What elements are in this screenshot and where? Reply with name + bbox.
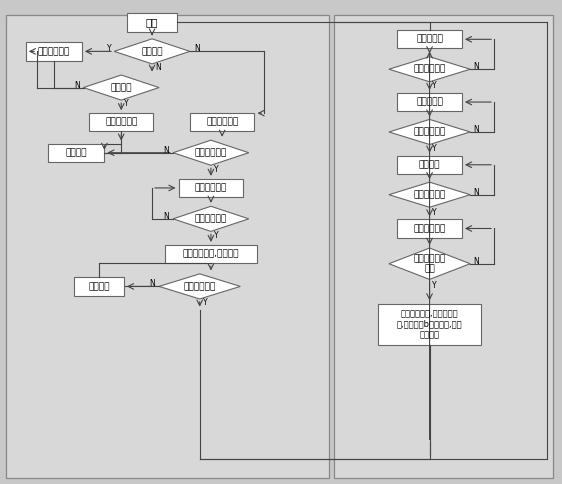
Polygon shape: [173, 206, 249, 231]
Text: 喂料到位檢測: 喂料到位檢測: [195, 148, 227, 157]
Text: N: N: [473, 188, 479, 197]
FancyBboxPatch shape: [397, 93, 462, 111]
Text: N: N: [163, 212, 169, 221]
Text: 夾具松開檢測: 夾具松開檢測: [414, 190, 446, 199]
Text: 工退到位檢測: 工退到位檢測: [414, 127, 446, 136]
Text: N: N: [194, 45, 200, 53]
Text: 夾具松開: 夾具松開: [419, 160, 440, 169]
Text: N: N: [473, 125, 479, 134]
Text: N: N: [473, 62, 479, 71]
Polygon shape: [389, 248, 470, 279]
Text: N: N: [163, 146, 169, 155]
Text: 夾具夾緊: 夾具夾緊: [88, 282, 110, 291]
FancyBboxPatch shape: [89, 113, 153, 132]
FancyBboxPatch shape: [190, 113, 255, 132]
FancyBboxPatch shape: [127, 13, 177, 31]
Polygon shape: [389, 57, 470, 82]
Text: Y: Y: [202, 298, 207, 307]
FancyBboxPatch shape: [6, 15, 329, 479]
Polygon shape: [114, 39, 190, 64]
Text: Y: Y: [107, 45, 111, 53]
FancyBboxPatch shape: [397, 156, 462, 174]
Text: 料空檢測: 料空檢測: [141, 47, 163, 56]
Polygon shape: [389, 182, 470, 207]
Text: 傳送電機停止,翻料電機動
作,翻轉機構b轉動一圈,翻料
電機停止: 傳送電機停止,翻料電機動 作,翻轉機構b轉動一圈,翻料 電機停止: [397, 309, 463, 339]
FancyBboxPatch shape: [74, 277, 124, 296]
FancyBboxPatch shape: [26, 42, 82, 60]
Text: N: N: [75, 81, 80, 90]
FancyBboxPatch shape: [179, 179, 243, 197]
FancyBboxPatch shape: [378, 303, 482, 345]
FancyBboxPatch shape: [397, 30, 462, 48]
FancyBboxPatch shape: [165, 245, 257, 263]
Text: 傳送后退到位
檢測: 傳送后退到位 檢測: [414, 254, 446, 273]
FancyBboxPatch shape: [48, 144, 105, 162]
Polygon shape: [389, 120, 470, 145]
Polygon shape: [173, 140, 249, 165]
Text: Y: Y: [432, 81, 437, 90]
Text: 喂料氣缸動作: 喂料氣缸動作: [206, 118, 238, 127]
FancyBboxPatch shape: [334, 15, 553, 479]
Polygon shape: [83, 75, 159, 100]
Text: Y: Y: [432, 281, 437, 290]
Text: 傳送電機停止,夾具夾緊: 傳送電機停止,夾具夾緊: [183, 250, 239, 258]
Text: Y: Y: [214, 165, 219, 174]
Text: Y: Y: [214, 231, 219, 240]
Text: 縮徑機工退: 縮徑機工退: [416, 98, 443, 106]
Text: N: N: [149, 279, 156, 288]
Text: 傳送電機反轉: 傳送電機反轉: [414, 224, 446, 233]
Text: N: N: [473, 257, 479, 266]
Text: 設備停止: 設備停止: [66, 148, 87, 157]
Text: Y: Y: [432, 144, 437, 153]
Text: Y: Y: [432, 208, 437, 216]
Text: 傳送電機正轉: 傳送電機正轉: [195, 183, 227, 193]
Text: N: N: [155, 63, 161, 72]
Text: 縮徑機工進: 縮徑機工進: [416, 35, 443, 44]
Text: 料滿檢測: 料滿檢測: [111, 83, 132, 92]
FancyBboxPatch shape: [397, 219, 462, 238]
Text: 送料電機動作: 送料電機動作: [38, 47, 70, 56]
Text: 夾具夾緊檢測: 夾具夾緊檢測: [184, 282, 216, 291]
Text: 送料電機停止: 送料電機停止: [105, 118, 137, 127]
Polygon shape: [159, 274, 241, 299]
Text: 開始: 開始: [146, 17, 158, 28]
Text: 工進到位檢測: 工進到位檢測: [414, 65, 446, 74]
Text: Y: Y: [124, 99, 129, 108]
Text: 傳送到位檢測: 傳送到位檢測: [195, 214, 227, 223]
